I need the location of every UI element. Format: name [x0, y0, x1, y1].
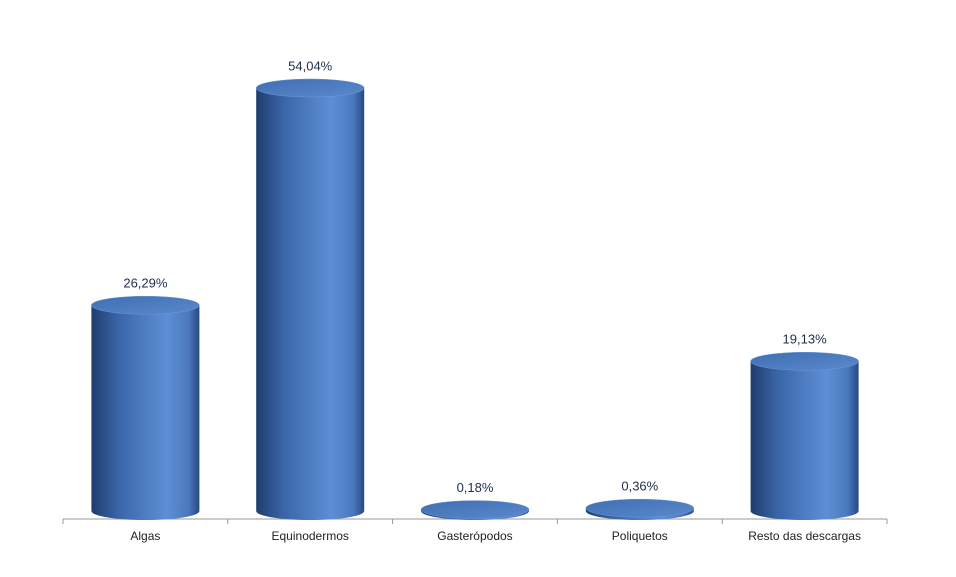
x-tick-label: Poliquetos [612, 529, 668, 543]
cylinder-top [91, 295, 200, 315]
cylinder [256, 88, 365, 520]
cylinder-top [255, 78, 365, 98]
x-tick-label: Algas [130, 529, 160, 543]
data-label: 26,29% [123, 276, 168, 291]
data-label: 19,13% [783, 332, 828, 347]
data-label: 0,18% [457, 480, 494, 495]
data-label: 54,04% [288, 58, 333, 73]
cylinder-top [750, 352, 859, 371]
x-tick-label: Resto das descargas [748, 529, 861, 543]
x-tick-label: Equinodermos [272, 529, 349, 543]
cylinder [91, 305, 200, 520]
cylinder [750, 361, 859, 520]
data-label: 0,36% [621, 479, 658, 494]
cylinder-top [420, 500, 530, 519]
x-tick-label: Gasterópodos [437, 529, 512, 543]
cylinder-top [585, 498, 695, 518]
